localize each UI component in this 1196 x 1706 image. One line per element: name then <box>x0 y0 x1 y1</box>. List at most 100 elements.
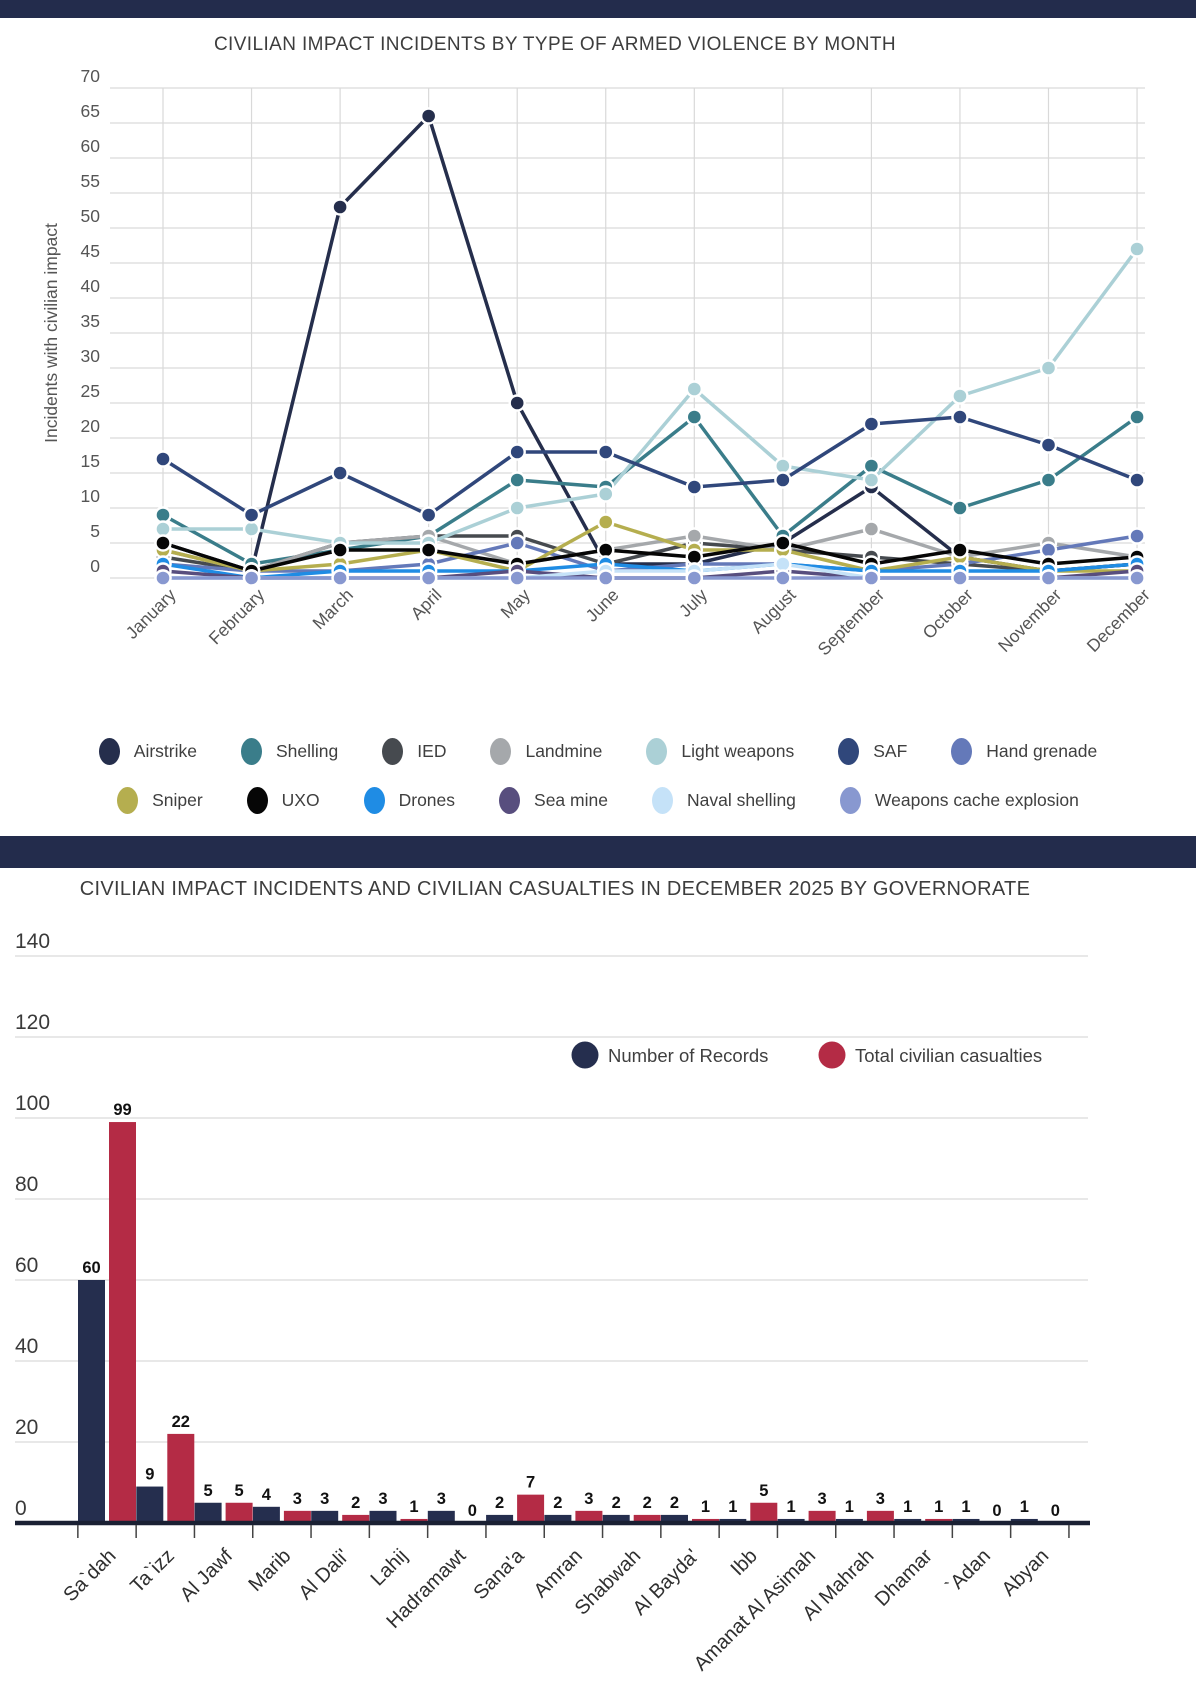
data-point[interactable] <box>508 499 526 517</box>
bar[interactable] <box>486 1514 514 1523</box>
data-point[interactable] <box>419 506 438 524</box>
data-point[interactable] <box>951 541 969 559</box>
bar[interactable] <box>225 1502 253 1523</box>
data-point[interactable] <box>154 450 172 468</box>
bar[interactable] <box>544 1514 572 1523</box>
data-point[interactable] <box>862 415 881 433</box>
data-point[interactable] <box>862 457 881 475</box>
data-point[interactable] <box>508 569 526 587</box>
bar[interactable] <box>136 1486 164 1523</box>
bar[interactable] <box>661 1514 688 1523</box>
legend-marker-icon[interactable] <box>571 1041 599 1069</box>
data-point[interactable] <box>331 569 349 587</box>
legend-item-sea-mine[interactable]: Sea mine <box>499 787 608 814</box>
data-point[interactable] <box>774 555 792 573</box>
bar-value-label: 99 <box>113 1101 131 1119</box>
data-point[interactable] <box>862 471 881 489</box>
legend-item-weapons-cache-explosion[interactable]: Weapons cache explosion <box>839 787 1079 814</box>
data-point[interactable] <box>862 520 881 538</box>
data-point[interactable] <box>508 443 526 461</box>
bar[interactable] <box>78 1280 105 1523</box>
data-point[interactable] <box>419 541 438 559</box>
bar[interactable] <box>369 1510 397 1523</box>
data-point[interactable] <box>154 520 172 538</box>
bar[interactable] <box>311 1510 339 1523</box>
data-point[interactable] <box>242 569 261 587</box>
data-point[interactable] <box>508 534 526 552</box>
data-point[interactable] <box>1128 471 1146 489</box>
data-point[interactable] <box>774 457 792 475</box>
legend-item-light-weapons[interactable]: Light weapons <box>646 738 794 765</box>
data-point[interactable] <box>1128 527 1146 545</box>
data-point[interactable] <box>1039 436 1058 454</box>
bar[interactable] <box>252 1506 280 1523</box>
legend-item-hand-grenade[interactable]: Hand grenade <box>951 738 1097 765</box>
data-point[interactable] <box>774 569 792 587</box>
data-point[interactable] <box>774 471 792 489</box>
legend-item-uxo[interactable]: UXO <box>246 787 320 814</box>
data-point[interactable] <box>242 506 261 524</box>
data-point[interactable] <box>419 569 438 587</box>
data-point[interactable] <box>685 527 703 545</box>
bar[interactable] <box>427 1510 455 1523</box>
legend-item-ied[interactable]: IED <box>382 738 446 765</box>
data-point[interactable] <box>1039 541 1058 559</box>
bar[interactable] <box>808 1510 836 1523</box>
legend-item-label: Naval shelling <box>686 790 796 810</box>
section-divider-bar <box>0 836 1196 868</box>
data-point[interactable] <box>951 408 969 426</box>
data-point[interactable] <box>951 569 969 587</box>
data-point[interactable] <box>685 478 703 496</box>
legend-item-landmine[interactable]: Landmine <box>490 738 602 765</box>
legend-item-airstrike[interactable]: Airstrike <box>98 738 197 765</box>
data-point[interactable] <box>154 569 172 587</box>
legend-item-sniper[interactable]: Sniper <box>117 787 203 814</box>
data-point[interactable] <box>331 198 349 216</box>
bar[interactable] <box>750 1502 778 1523</box>
legend-item-label: Light weapons <box>681 741 795 761</box>
legend-item-saf[interactable]: SAF <box>838 738 907 765</box>
data-point[interactable] <box>154 534 172 552</box>
legend-item-naval-shelling[interactable]: Naval shelling <box>651 787 796 814</box>
data-point[interactable] <box>331 464 349 482</box>
bar[interactable] <box>342 1514 370 1523</box>
x-tick-label: Amran <box>530 1545 587 1602</box>
data-point[interactable] <box>685 548 703 566</box>
data-point[interactable] <box>154 506 172 524</box>
bar[interactable] <box>633 1514 661 1523</box>
legend-item-shelling[interactable]: Shelling <box>241 738 338 765</box>
bar[interactable] <box>109 1122 136 1523</box>
data-point[interactable] <box>1128 569 1146 587</box>
data-point[interactable] <box>597 541 615 559</box>
data-point[interactable] <box>1128 408 1146 426</box>
bar[interactable] <box>602 1514 630 1523</box>
data-point[interactable] <box>685 380 703 398</box>
data-point[interactable] <box>1039 569 1058 587</box>
data-point[interactable] <box>1039 471 1058 489</box>
data-point[interactable] <box>508 471 526 489</box>
bar[interactable] <box>517 1494 545 1523</box>
data-point[interactable] <box>685 408 703 426</box>
bar[interactable] <box>194 1502 222 1523</box>
data-point[interactable] <box>597 443 615 461</box>
data-point[interactable] <box>774 534 792 552</box>
data-point[interactable] <box>508 394 526 412</box>
data-point[interactable] <box>597 485 615 503</box>
data-point[interactable] <box>331 541 349 559</box>
data-point[interactable] <box>1039 359 1058 377</box>
data-point[interactable] <box>951 499 969 517</box>
data-point[interactable] <box>1128 240 1146 258</box>
data-point[interactable] <box>597 569 615 587</box>
data-point[interactable] <box>597 513 615 531</box>
legend-marker-icon[interactable] <box>818 1041 846 1069</box>
data-point[interactable] <box>419 107 438 125</box>
data-point[interactable] <box>242 520 261 538</box>
bar[interactable] <box>167 1433 195 1523</box>
bar[interactable] <box>575 1510 603 1523</box>
bar[interactable] <box>866 1510 894 1523</box>
bar[interactable] <box>283 1510 311 1523</box>
legend-item-drones[interactable]: Drones <box>363 787 455 814</box>
data-point[interactable] <box>685 569 703 587</box>
data-point[interactable] <box>951 387 969 405</box>
data-point[interactable] <box>862 569 881 587</box>
